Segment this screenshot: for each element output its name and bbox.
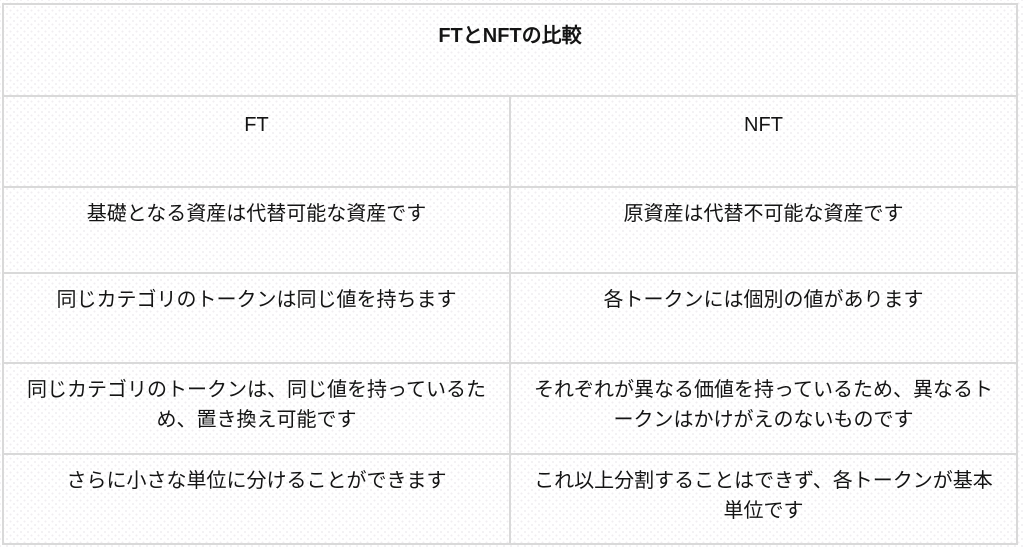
cell-ft-same-value: 同じカテゴリのトークンは同じ値を持ちます bbox=[2, 272, 511, 364]
title-row: FTとNFTの比較 bbox=[2, 3, 1018, 97]
table-row: 同じカテゴリのトークンは同じ値を持ちます 各トークンには個別の値があります bbox=[2, 272, 1018, 364]
table-title: FTとNFTの比較 bbox=[2, 3, 1018, 97]
cell-ft-replaceable: 同じカテゴリのトークンは、同じ値を持っているため、置き換え可能です bbox=[2, 362, 511, 455]
table-row: 同じカテゴリのトークンは、同じ値を持っているため、置き換え可能です それぞれが異… bbox=[2, 362, 1018, 455]
table-row: さらに小さな単位に分けることができます これ以上分割することはできず、各トークン… bbox=[2, 453, 1018, 545]
comparison-table: FTとNFTの比較 FT NFT 基礎となる資産は代替可能な資産です 原資産は代… bbox=[2, 3, 1018, 545]
cell-nft-irreplaceable: それぞれが異なる価値を持っているため、異なるトークンはかけがえのないものです bbox=[509, 362, 1018, 455]
header-row: FT NFT bbox=[2, 95, 1018, 188]
cell-ft-divisible: さらに小さな単位に分けることができます bbox=[2, 453, 511, 545]
cell-nft-individual-value: 各トークンには個別の値があります bbox=[509, 272, 1018, 364]
table-row: 基礎となる資産は代替可能な資産です 原資産は代替不可能な資産です bbox=[2, 186, 1018, 274]
cell-nft-indivisible: これ以上分割することはできず、各トークンが基本単位です bbox=[509, 453, 1018, 545]
cell-nft-underlying-asset: 原資産は代替不可能な資産です bbox=[509, 186, 1018, 274]
column-header-nft: NFT bbox=[509, 95, 1018, 188]
cell-ft-underlying-asset: 基礎となる資産は代替可能な資産です bbox=[2, 186, 511, 274]
column-header-ft: FT bbox=[2, 95, 511, 188]
